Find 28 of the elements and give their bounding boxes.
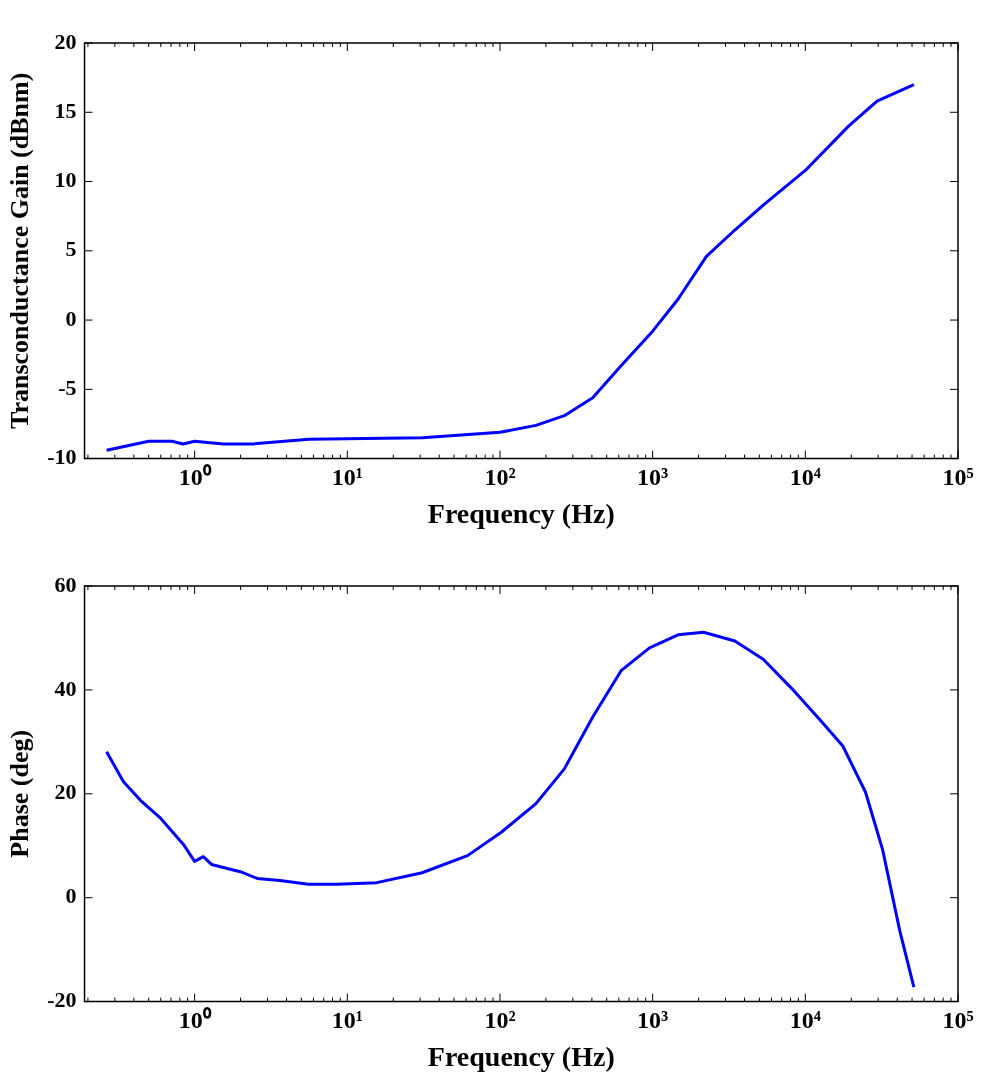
x-tick-label: 10⁰ — [178, 1007, 212, 1034]
x-tick-label: 10⁴ — [789, 464, 821, 491]
x-tick-label: 10⁵ — [942, 464, 974, 491]
x-tick-label: 10⁰ — [178, 464, 212, 491]
y-tick-label: 40 — [54, 675, 77, 701]
x-tick-label: 10² — [484, 1007, 516, 1034]
y-axis-title: Transconductance Gain (dBnm) — [5, 72, 35, 429]
y-tick-label: 20 — [54, 28, 77, 54]
y-tick-label: -10 — [47, 444, 77, 470]
x-tick-label: 10¹ — [331, 464, 363, 491]
y-tick-label: 0 — [65, 305, 77, 331]
x-tick-label: 10³ — [637, 1007, 669, 1034]
y-axis-title: Phase (deg) — [5, 729, 35, 858]
y-tick-label: 0 — [65, 883, 77, 909]
y-tick-label: 15 — [54, 97, 77, 123]
y-tick-label: 60 — [54, 571, 77, 597]
y-tick-label: 10 — [54, 167, 77, 193]
x-tick-label: 10³ — [637, 464, 669, 491]
x-axis-title: Frequency (Hz) — [427, 1041, 615, 1073]
x-axis-title: Frequency (Hz) — [427, 498, 615, 530]
x-tick-label: 10² — [484, 464, 516, 491]
x-tick-label: 10⁴ — [789, 1007, 821, 1034]
x-tick-label: 10⁵ — [942, 1007, 974, 1034]
x-tick-label: 10¹ — [331, 1007, 363, 1034]
y-tick-label: -5 — [58, 375, 77, 401]
y-tick-label: -20 — [47, 987, 77, 1013]
y-tick-label: 5 — [65, 236, 77, 262]
y-tick-label: 20 — [54, 779, 77, 805]
